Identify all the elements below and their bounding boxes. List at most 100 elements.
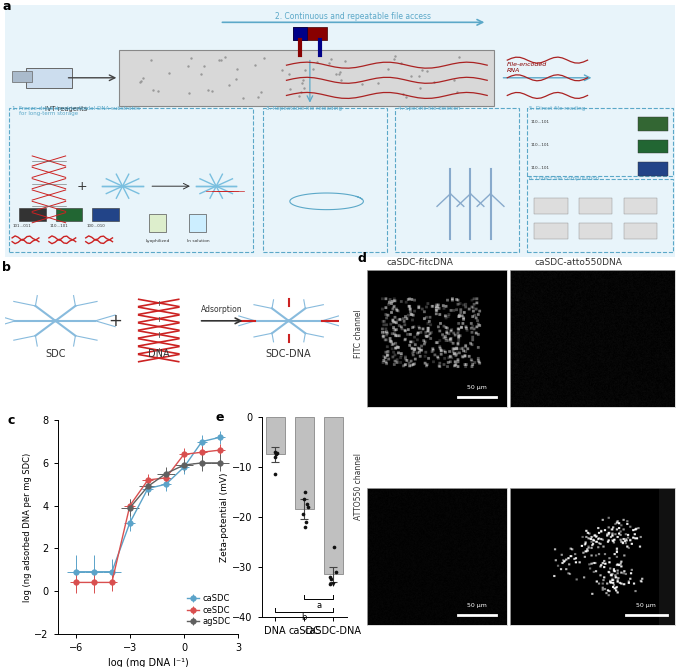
Point [297,77,308,88]
Point [256,87,267,97]
Text: 101...011: 101...011 [13,223,31,227]
Point [296,87,307,97]
Point [414,82,425,93]
Text: 110...101: 110...101 [530,120,549,124]
Point [271,448,282,458]
Point [422,65,433,76]
Point [336,75,347,85]
Point [231,64,242,75]
Text: caSDC-fitcDNA: caSDC-fitcDNA [387,258,454,267]
Point [237,93,248,103]
Text: a: a [2,0,11,13]
Point [148,85,159,95]
Point [271,449,282,460]
Bar [150,214,166,231]
Bar [119,50,494,105]
Point [298,74,309,85]
Point [323,57,334,68]
Point [325,574,336,585]
Bar [534,197,568,214]
Point [390,51,401,62]
Point [231,74,241,85]
Bar [295,417,313,510]
Point [216,55,226,66]
Point [448,75,459,85]
Point [302,499,313,510]
Text: 6. Direct file computation: 6. Direct file computation [529,176,600,181]
Point [214,55,224,66]
Point [396,58,407,69]
Bar [12,71,32,81]
Bar [638,162,668,176]
Point [326,53,337,64]
Text: ATTO550 channel: ATTO550 channel [354,454,363,520]
Text: FITC channel: FITC channel [354,309,363,358]
Point [383,63,394,74]
Text: 110...101: 110...101 [530,165,549,169]
Point [301,516,312,527]
Point [184,87,194,98]
Point [258,53,269,63]
Point [163,67,174,78]
Bar [624,197,657,214]
Point [270,447,281,458]
Point [417,65,428,75]
Point [293,91,304,101]
Point [311,57,322,67]
Bar [534,223,568,239]
Point [356,79,367,89]
Text: In solution: In solution [187,239,209,243]
Point [401,91,411,102]
Point [339,55,350,66]
Point [137,73,148,83]
Point [153,86,164,97]
Point [335,67,345,77]
Point [196,69,207,80]
Bar [579,223,612,239]
Text: SDC-DNA: SDC-DNA [266,349,311,359]
Point [185,53,196,63]
Point [413,71,424,81]
Point [325,572,336,582]
Point [298,509,309,520]
Text: 4. Specific file deletion: 4. Specific file deletion [398,105,461,111]
Point [299,82,310,93]
Point [307,63,318,74]
Point [324,579,335,590]
Bar [266,417,285,454]
Bar [56,207,82,221]
Text: 5. Direct file reading: 5. Direct file reading [529,105,585,111]
Text: SDC: SDC [45,349,66,359]
Point [135,77,146,87]
Point [428,77,439,87]
Bar [579,197,612,214]
Point [299,522,310,532]
Point [406,70,417,81]
Point [252,91,263,102]
Point [199,61,209,71]
Point [452,87,462,97]
Text: d: d [357,252,366,265]
Bar [190,214,206,231]
Bar [324,417,343,574]
Text: Adsorption: Adsorption [201,305,243,314]
Y-axis label: log (ng adsorbed DNA per mg SDC): log (ng adsorbed DNA per mg SDC) [22,452,31,602]
Bar [293,27,326,40]
Point [334,68,345,79]
Text: 100...010: 100...010 [86,223,105,227]
Point [328,542,339,552]
Bar [638,139,668,153]
Point [220,51,231,62]
Text: b: b [2,261,11,273]
Point [299,494,309,505]
Point [270,452,281,462]
Bar [293,27,307,40]
Legend: caSDC, ceSDC, agSDC: caSDC, ceSDC, agSDC [183,591,234,630]
Point [250,60,260,71]
Bar [92,207,119,221]
Text: +: + [77,179,88,193]
Text: IVT reagents: IVT reagents [44,105,87,111]
Point [302,502,313,512]
Text: 50 μm: 50 μm [636,603,656,608]
Point [223,80,234,91]
